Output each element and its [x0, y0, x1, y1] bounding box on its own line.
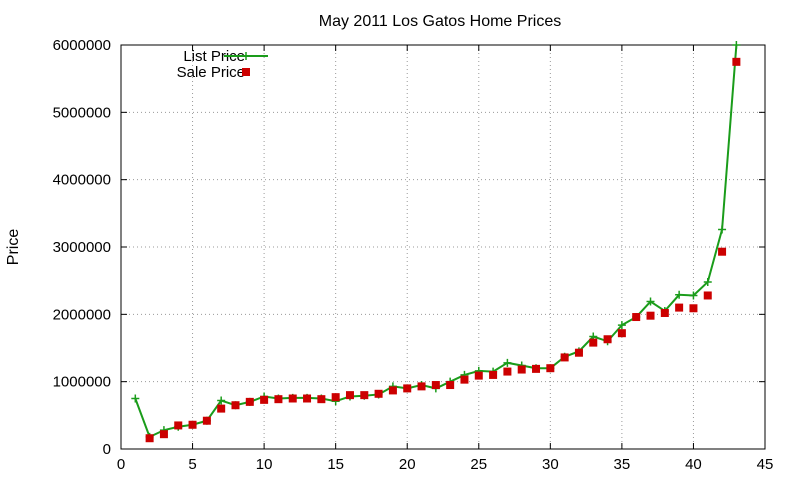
- sale-price-point: [532, 364, 541, 373]
- sale-price-point: [689, 304, 698, 313]
- x-tick-label: 0: [117, 456, 125, 473]
- list-price-point: [131, 394, 140, 403]
- sale-price-point: [374, 389, 383, 398]
- list-price-point: [703, 278, 712, 287]
- legend-swatch-square: [242, 68, 250, 76]
- sale-price-point: [288, 394, 297, 403]
- sale-price-point: [417, 382, 426, 391]
- y-tick-label: 6000000: [53, 37, 111, 54]
- sale-price-point: [188, 420, 197, 429]
- sale-price-point: [603, 335, 612, 344]
- legend-label: List Price: [183, 48, 245, 65]
- y-tick-label: 2000000: [53, 306, 111, 323]
- list-price-line: [134, 44, 738, 439]
- sale-price-point: [303, 394, 312, 403]
- sale-price-point: [474, 371, 483, 380]
- sale-price-point: [360, 391, 369, 400]
- chart-title: May 2011 Los Gatos Home Prices: [319, 13, 561, 30]
- grid-lines: [121, 45, 765, 449]
- sale-price-point: [274, 395, 283, 404]
- list-price-point: [217, 396, 226, 405]
- sale-price-point: [231, 401, 240, 410]
- sale-price-point: [446, 381, 455, 390]
- x-tick-label: 5: [188, 456, 196, 473]
- sale-price-point: [718, 247, 727, 256]
- y-tick-label: 5000000: [53, 104, 111, 121]
- list-price-point: [503, 358, 512, 367]
- sale-price-point: [217, 404, 226, 413]
- sale-price-point: [589, 338, 598, 347]
- sale-price-point: [560, 353, 569, 362]
- sale-price-point: [732, 57, 741, 66]
- list-price-point: [675, 290, 684, 299]
- y-tick-label: 0: [103, 441, 111, 458]
- sale-price-point: [345, 391, 354, 400]
- series-sale-price: [145, 57, 741, 443]
- sale-price-point: [245, 397, 254, 406]
- sale-price-point: [675, 303, 684, 312]
- sale-price-point: [159, 430, 168, 439]
- sale-price-point: [660, 308, 669, 317]
- x-tick-label: 40: [685, 456, 702, 473]
- x-tick-label: 30: [542, 456, 559, 473]
- list-price-point: [718, 225, 727, 234]
- x-tick-label: 35: [614, 456, 631, 473]
- series-list-price: [131, 41, 741, 441]
- sale-price-point: [174, 421, 183, 430]
- legend-swatch-plus: [242, 52, 250, 60]
- sale-price-point: [460, 375, 469, 384]
- sale-price-point: [503, 367, 512, 376]
- sale-price-point: [703, 291, 712, 300]
- sale-price-point: [388, 386, 397, 395]
- sale-price-point: [646, 311, 655, 320]
- x-tick-label: 20: [399, 456, 416, 473]
- y-tick-label: 3000000: [53, 239, 111, 256]
- x-tick-label: 25: [470, 456, 487, 473]
- sale-price-point: [517, 365, 526, 374]
- sale-price-point: [574, 348, 583, 357]
- y-axis-label: Price: [5, 229, 22, 266]
- sale-price-point: [317, 395, 326, 404]
- sale-price-point: [431, 381, 440, 390]
- sale-price-point: [546, 364, 555, 373]
- sale-price-point: [145, 434, 154, 443]
- x-tick-label: 45: [757, 456, 774, 473]
- list-price-point: [689, 291, 698, 300]
- x-tick-label: 15: [327, 456, 344, 473]
- sale-price-point: [260, 395, 269, 404]
- y-tick-label: 1000000: [53, 374, 111, 391]
- axis-ticks: 0 5 10 15 20 25 30 35 40 45 0 1000000 2000000 3000000…: [53, 37, 774, 473]
- y-tick-label: 4000000: [53, 172, 111, 189]
- sale-price-point: [331, 393, 340, 402]
- sale-price-point: [403, 384, 412, 393]
- list-price-point: [646, 297, 655, 306]
- list-price-point: [617, 321, 626, 330]
- sale-price-point: [202, 416, 211, 425]
- legend-label: Sale Price: [177, 64, 245, 81]
- sale-price-point: [617, 329, 626, 338]
- x-tick-label: 10: [256, 456, 273, 473]
- sale-price-point: [489, 370, 498, 379]
- list-price-point: [732, 41, 741, 49]
- data-series: [131, 41, 741, 443]
- sale-price-point: [632, 313, 641, 322]
